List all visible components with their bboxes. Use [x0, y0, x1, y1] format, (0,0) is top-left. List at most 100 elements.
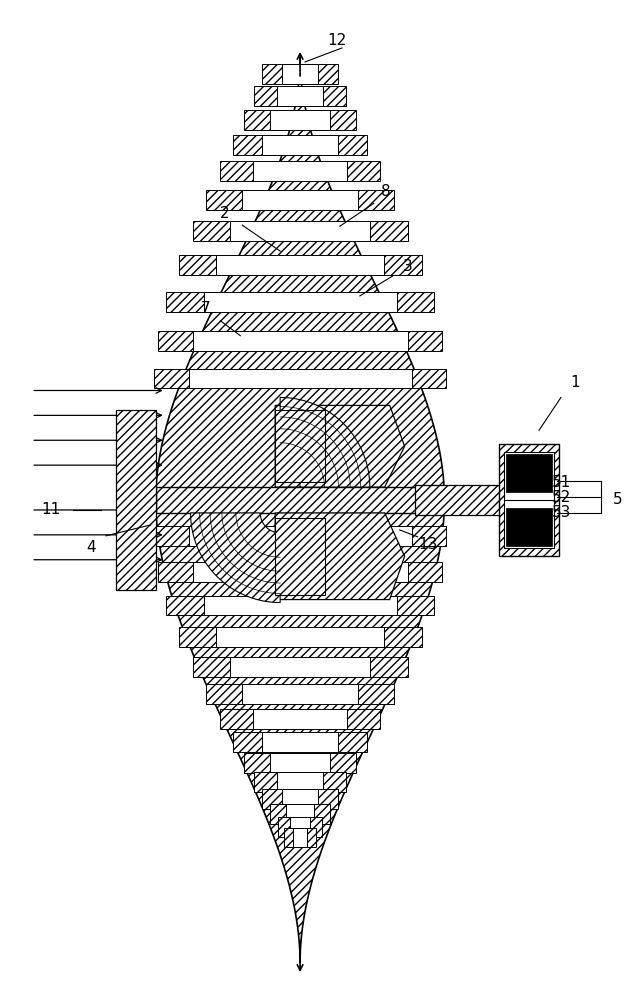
Polygon shape	[384, 627, 422, 647]
Polygon shape	[206, 684, 243, 704]
Polygon shape	[244, 110, 271, 130]
Text: 52: 52	[552, 490, 572, 505]
Polygon shape	[408, 562, 443, 582]
Polygon shape	[243, 190, 358, 210]
Polygon shape	[271, 804, 286, 824]
Polygon shape	[358, 684, 394, 704]
Polygon shape	[307, 828, 316, 847]
Polygon shape	[408, 331, 443, 351]
Polygon shape	[284, 828, 293, 847]
Polygon shape	[280, 397, 370, 487]
Polygon shape	[203, 292, 397, 312]
Polygon shape	[271, 753, 330, 773]
Polygon shape	[290, 817, 310, 837]
Polygon shape	[282, 64, 318, 84]
Text: 8: 8	[381, 184, 391, 199]
Polygon shape	[277, 772, 323, 792]
Polygon shape	[217, 255, 384, 275]
Polygon shape	[347, 161, 380, 181]
Text: 2: 2	[220, 206, 229, 221]
Polygon shape	[277, 86, 323, 106]
Text: 5: 5	[613, 492, 622, 508]
Polygon shape	[330, 110, 356, 130]
Polygon shape	[506, 508, 552, 546]
Polygon shape	[293, 828, 307, 847]
Polygon shape	[504, 452, 554, 548]
Polygon shape	[190, 513, 280, 603]
Polygon shape	[271, 110, 330, 130]
Polygon shape	[154, 369, 189, 388]
Polygon shape	[166, 596, 203, 615]
Polygon shape	[286, 804, 314, 824]
Polygon shape	[384, 255, 422, 275]
Polygon shape	[253, 709, 347, 729]
Text: 1: 1	[570, 375, 580, 390]
Polygon shape	[278, 817, 290, 837]
Text: 51: 51	[552, 475, 572, 490]
Polygon shape	[243, 684, 358, 704]
Polygon shape	[262, 789, 282, 809]
Polygon shape	[411, 526, 446, 546]
Polygon shape	[314, 804, 330, 824]
Polygon shape	[262, 732, 338, 752]
Polygon shape	[156, 487, 489, 513]
Polygon shape	[231, 657, 370, 677]
Polygon shape	[166, 292, 203, 312]
Polygon shape	[506, 454, 552, 492]
Polygon shape	[154, 526, 189, 546]
Polygon shape	[282, 789, 318, 809]
Polygon shape	[116, 410, 156, 590]
Polygon shape	[411, 369, 446, 388]
Polygon shape	[206, 190, 243, 210]
Polygon shape	[370, 657, 408, 677]
Polygon shape	[347, 709, 380, 729]
Text: 13: 13	[418, 537, 438, 552]
Polygon shape	[330, 753, 356, 773]
Polygon shape	[157, 562, 192, 582]
Polygon shape	[318, 789, 338, 809]
Polygon shape	[318, 64, 338, 84]
Polygon shape	[220, 709, 253, 729]
Polygon shape	[262, 135, 338, 155]
Polygon shape	[254, 86, 277, 106]
Text: 53: 53	[552, 505, 572, 520]
Text: 11: 11	[41, 502, 61, 517]
Polygon shape	[323, 86, 346, 106]
Polygon shape	[192, 331, 408, 351]
Polygon shape	[192, 562, 408, 582]
Polygon shape	[262, 64, 282, 84]
Polygon shape	[370, 221, 408, 241]
Text: 4: 4	[86, 540, 96, 555]
Polygon shape	[157, 331, 192, 351]
Polygon shape	[126, 492, 156, 508]
Polygon shape	[254, 772, 277, 792]
Polygon shape	[323, 772, 346, 792]
Text: 12: 12	[327, 33, 347, 48]
Polygon shape	[275, 410, 325, 482]
Polygon shape	[338, 135, 367, 155]
Polygon shape	[234, 732, 262, 752]
Text: 3: 3	[403, 259, 413, 274]
Polygon shape	[178, 255, 217, 275]
Polygon shape	[217, 627, 384, 647]
Polygon shape	[189, 526, 411, 546]
Polygon shape	[253, 161, 347, 181]
Polygon shape	[397, 292, 434, 312]
Polygon shape	[203, 596, 397, 615]
Polygon shape	[275, 518, 325, 595]
Polygon shape	[275, 513, 404, 600]
Polygon shape	[234, 135, 262, 155]
Polygon shape	[397, 596, 434, 615]
Polygon shape	[178, 627, 217, 647]
Polygon shape	[275, 405, 404, 487]
Polygon shape	[189, 369, 411, 388]
Polygon shape	[310, 817, 322, 837]
Polygon shape	[358, 190, 394, 210]
Polygon shape	[338, 732, 367, 752]
Polygon shape	[244, 753, 271, 773]
Polygon shape	[192, 221, 231, 241]
Polygon shape	[192, 657, 231, 677]
Polygon shape	[156, 57, 444, 963]
Text: 7: 7	[201, 301, 210, 316]
Polygon shape	[499, 444, 559, 556]
